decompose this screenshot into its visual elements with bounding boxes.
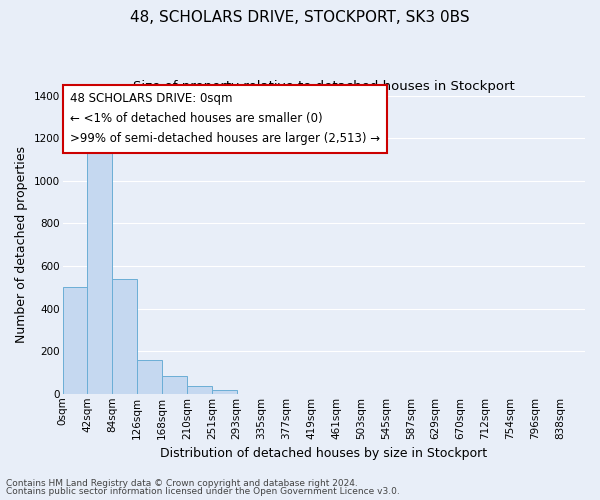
Bar [112,278,137,394]
Text: 48, SCHOLARS DRIVE, STOCKPORT, SK3 0BS: 48, SCHOLARS DRIVE, STOCKPORT, SK3 0BS [130,10,470,25]
Bar [162,376,187,394]
X-axis label: Distribution of detached houses by size in Stockport: Distribution of detached houses by size … [160,447,487,460]
Text: Contains HM Land Registry data © Crown copyright and database right 2024.: Contains HM Land Registry data © Crown c… [6,478,358,488]
Bar [62,288,88,394]
Text: Contains public sector information licensed under the Open Government Licence v3: Contains public sector information licen… [6,487,400,496]
Bar [88,149,112,394]
Title: Size of property relative to detached houses in Stockport: Size of property relative to detached ho… [133,80,515,93]
Bar [212,390,237,394]
Text: 48 SCHOLARS DRIVE: 0sqm
← <1% of detached houses are smaller (0)
>99% of semi-de: 48 SCHOLARS DRIVE: 0sqm ← <1% of detache… [70,92,380,146]
Bar [137,360,162,394]
Bar [187,386,212,394]
Y-axis label: Number of detached properties: Number of detached properties [15,146,28,343]
